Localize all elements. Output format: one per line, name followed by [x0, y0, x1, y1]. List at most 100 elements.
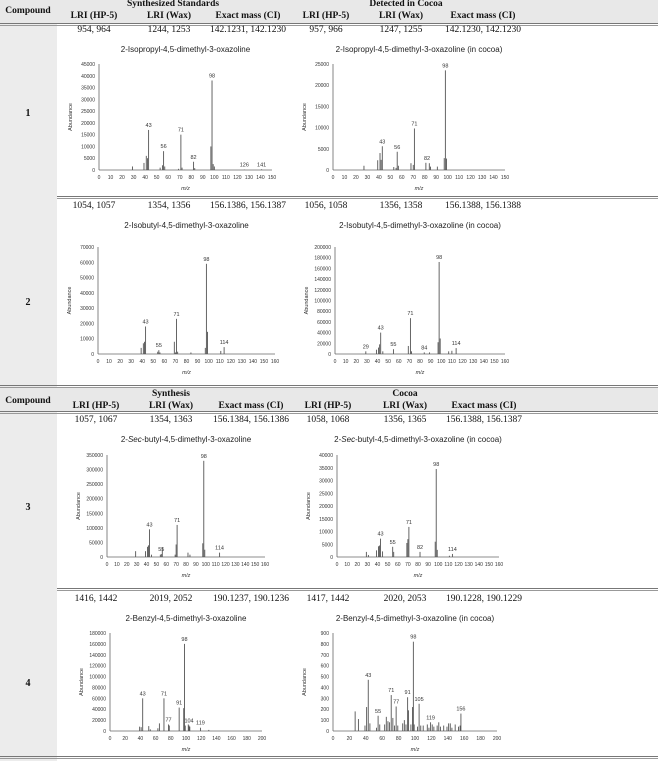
peak-bar: [160, 554, 162, 557]
peak-bar: [367, 679, 369, 731]
x-tick-label: 120: [233, 175, 242, 181]
value-cell: 957, 966: [309, 25, 343, 35]
peak-bar: [148, 545, 149, 557]
chart-title-part: Sec: [341, 435, 355, 444]
chart-title-part: 2-Isobutyl-4,5-dimethyl-3-oxazoline: [124, 221, 249, 230]
y-tick-label: 0: [103, 729, 106, 735]
x-tick-label: 30: [134, 562, 140, 568]
peak-bar: [363, 165, 365, 170]
x-tick-label: 160: [271, 359, 280, 365]
peak-bar: [410, 163, 412, 170]
x-tick-label: 140: [475, 562, 484, 568]
y-tick-label: 0: [326, 729, 329, 735]
peak-label: 43: [378, 326, 384, 332]
peak-bar: [385, 716, 387, 731]
group-header-synthesis: Synthesis: [151, 389, 191, 399]
y-axis-label: Abundance: [302, 103, 308, 131]
value-cell: 1244, 1253: [147, 25, 191, 35]
peak-label: 55: [390, 342, 396, 348]
x-tick-label: 20: [117, 359, 123, 365]
peak-label: 82: [424, 156, 430, 162]
peak-bar: [140, 347, 142, 354]
peak-label: 71: [174, 518, 180, 524]
y-tick-label: 160000: [314, 266, 331, 272]
peak-bar: [204, 347, 206, 354]
peak-bar: [161, 165, 163, 170]
y-tick-label: 80000: [92, 685, 106, 691]
peak-bar: [175, 544, 177, 557]
chart-title: 2-Isobutyl-4,5-dimethyl-3-oxazoline (in …: [339, 221, 501, 230]
x-tick-label: 90: [428, 359, 434, 365]
peak-bar: [428, 727, 430, 731]
x-tick-label: 110: [455, 175, 463, 181]
peak-bar: [382, 551, 384, 557]
chart-title: 2-Isopropyl-4,5-dimethyl-3-oxazoline (in…: [336, 45, 503, 54]
peak-bar: [142, 343, 144, 354]
y-tick-label: 160000: [89, 642, 106, 648]
peak-bar: [407, 345, 409, 354]
value-cell: 1056, 1058: [304, 201, 348, 211]
y-axis-label: Abundance: [306, 492, 312, 520]
x-tick-label: 90: [200, 175, 206, 181]
x-tick-label: 0: [336, 562, 339, 568]
peak-bar: [382, 351, 384, 354]
y-tick-label: 120000: [314, 288, 331, 294]
peak-label: 82: [417, 545, 423, 551]
peak-bar: [369, 723, 371, 731]
peak-bar: [145, 326, 147, 354]
x-axis-label: m/z: [182, 370, 191, 376]
x-axis-label: m/z: [415, 186, 424, 192]
col-header: LRI (Wax): [148, 401, 194, 411]
peak-bar: [213, 166, 215, 170]
peak-bar: [439, 726, 441, 731]
peak-bar: [443, 158, 445, 170]
y-axis-label: Abundance: [76, 492, 82, 520]
y-tick-label: 25000: [81, 109, 95, 115]
peak-bar: [387, 721, 389, 731]
col-header: Exact mass (CI): [451, 401, 517, 411]
peak-bar: [460, 713, 462, 731]
x-tick-label: 160: [227, 736, 236, 742]
peak-bar: [446, 158, 447, 170]
peak-bar: [409, 318, 411, 354]
x-tick-label: 140: [249, 359, 258, 365]
x-tick-label: 110: [444, 562, 452, 568]
peak-bar: [395, 706, 397, 731]
y-tick-label: 10000: [81, 144, 95, 150]
peak-label: 55: [156, 343, 162, 349]
peak-label: 98: [181, 637, 187, 643]
peak-bar: [405, 724, 407, 731]
peak-bar: [448, 723, 450, 731]
peak-bar: [438, 722, 440, 731]
peak-bar: [381, 146, 383, 170]
value-cell: 1354, 1356: [147, 201, 191, 211]
x-tick-label: 120: [197, 736, 206, 742]
y-tick-label: 40000: [92, 707, 106, 713]
x-tick-label: 100: [437, 359, 446, 365]
x-tick-label: 10: [106, 359, 112, 365]
y-tick-label: 5000: [318, 147, 329, 153]
x-tick-label: 60: [379, 736, 385, 742]
x-tick-label: 140: [444, 736, 453, 742]
peak-bar: [407, 710, 409, 731]
value-cell: 1417, 1442: [306, 594, 350, 604]
divider: [57, 196, 658, 199]
peak-label: 105: [415, 697, 424, 703]
x-tick-label: 120: [427, 736, 436, 742]
y-tick-label: 30000: [80, 306, 94, 312]
peak-bar: [366, 707, 368, 731]
x-tick-label: 110: [448, 359, 456, 365]
x-tick-label: 40: [142, 175, 148, 181]
chart-title-part: 2-: [334, 435, 341, 444]
peak-bar: [430, 166, 431, 170]
peak-bar: [443, 725, 445, 731]
peak-label: 43: [146, 123, 152, 129]
x-tick-label: 100: [182, 736, 191, 742]
peak-bar: [380, 538, 381, 557]
peak-bar: [413, 128, 415, 170]
peak-bar: [422, 725, 424, 731]
y-tick-label: 35000: [81, 86, 95, 92]
peak-bar: [146, 158, 148, 170]
peak-bar: [434, 541, 436, 557]
peak-bar: [413, 724, 415, 731]
